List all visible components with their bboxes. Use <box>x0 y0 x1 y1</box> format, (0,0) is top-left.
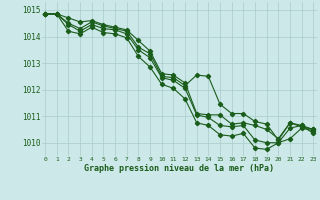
X-axis label: Graphe pression niveau de la mer (hPa): Graphe pression niveau de la mer (hPa) <box>84 164 274 173</box>
